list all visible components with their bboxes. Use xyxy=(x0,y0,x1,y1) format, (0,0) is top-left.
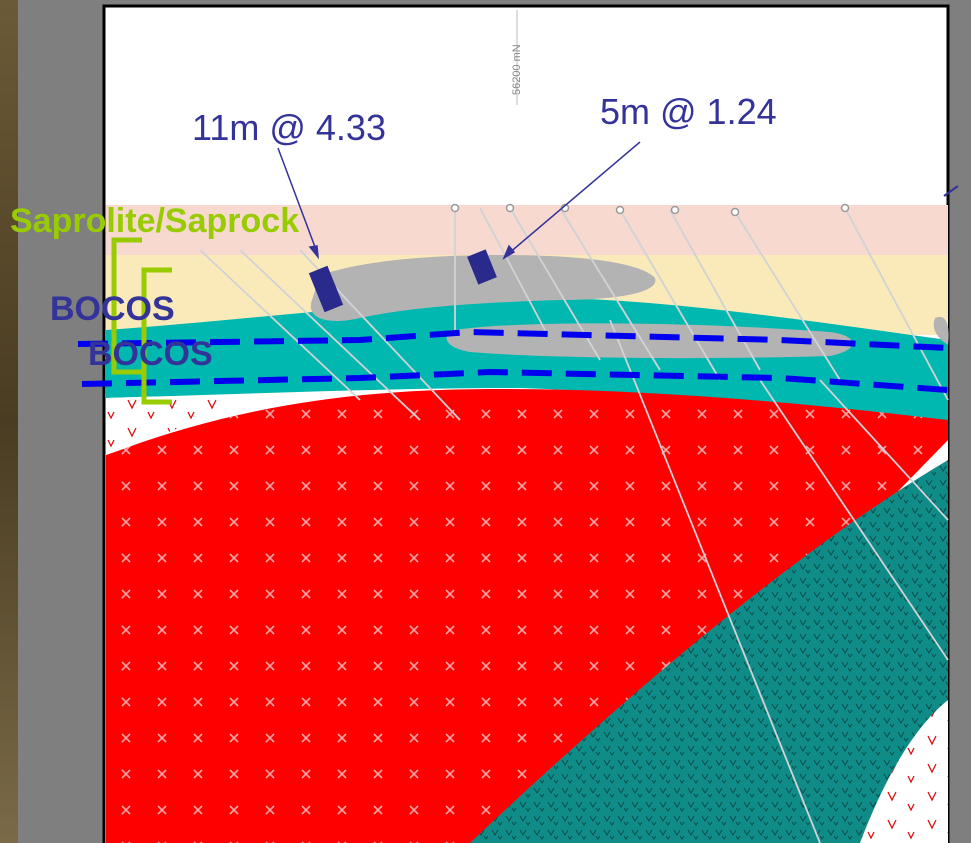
intercept-label-2: 5m @ 1.24 xyxy=(600,91,777,132)
northing-label: 56200 mN xyxy=(511,44,523,95)
section-body xyxy=(106,10,949,843)
rock-photo xyxy=(0,0,18,843)
saprolite-bracket xyxy=(111,237,142,375)
lower-boundary-dashed-line xyxy=(81,368,949,393)
intercept-leader-1 xyxy=(277,147,319,256)
bocos-label-upper: BOCOS xyxy=(50,290,175,328)
bocos-bracket xyxy=(141,267,172,405)
upper-boundary-dashed-line xyxy=(77,328,949,351)
intercept-leader-2 xyxy=(507,141,641,255)
intercept-marker-2 xyxy=(467,249,497,285)
slide-background xyxy=(18,0,104,843)
intercept-label-1: 11m @ 4.33 xyxy=(192,107,386,148)
bocos-label-lower: BOCOS xyxy=(88,335,213,373)
saprolite-saprock-label: Saprolite/Saprock xyxy=(10,202,299,240)
intercept-marker-1 xyxy=(308,265,344,313)
